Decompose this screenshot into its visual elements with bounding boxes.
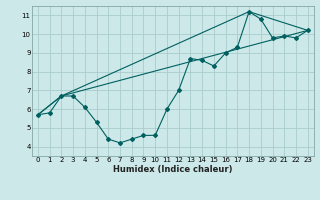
X-axis label: Humidex (Indice chaleur): Humidex (Indice chaleur) [113, 165, 233, 174]
